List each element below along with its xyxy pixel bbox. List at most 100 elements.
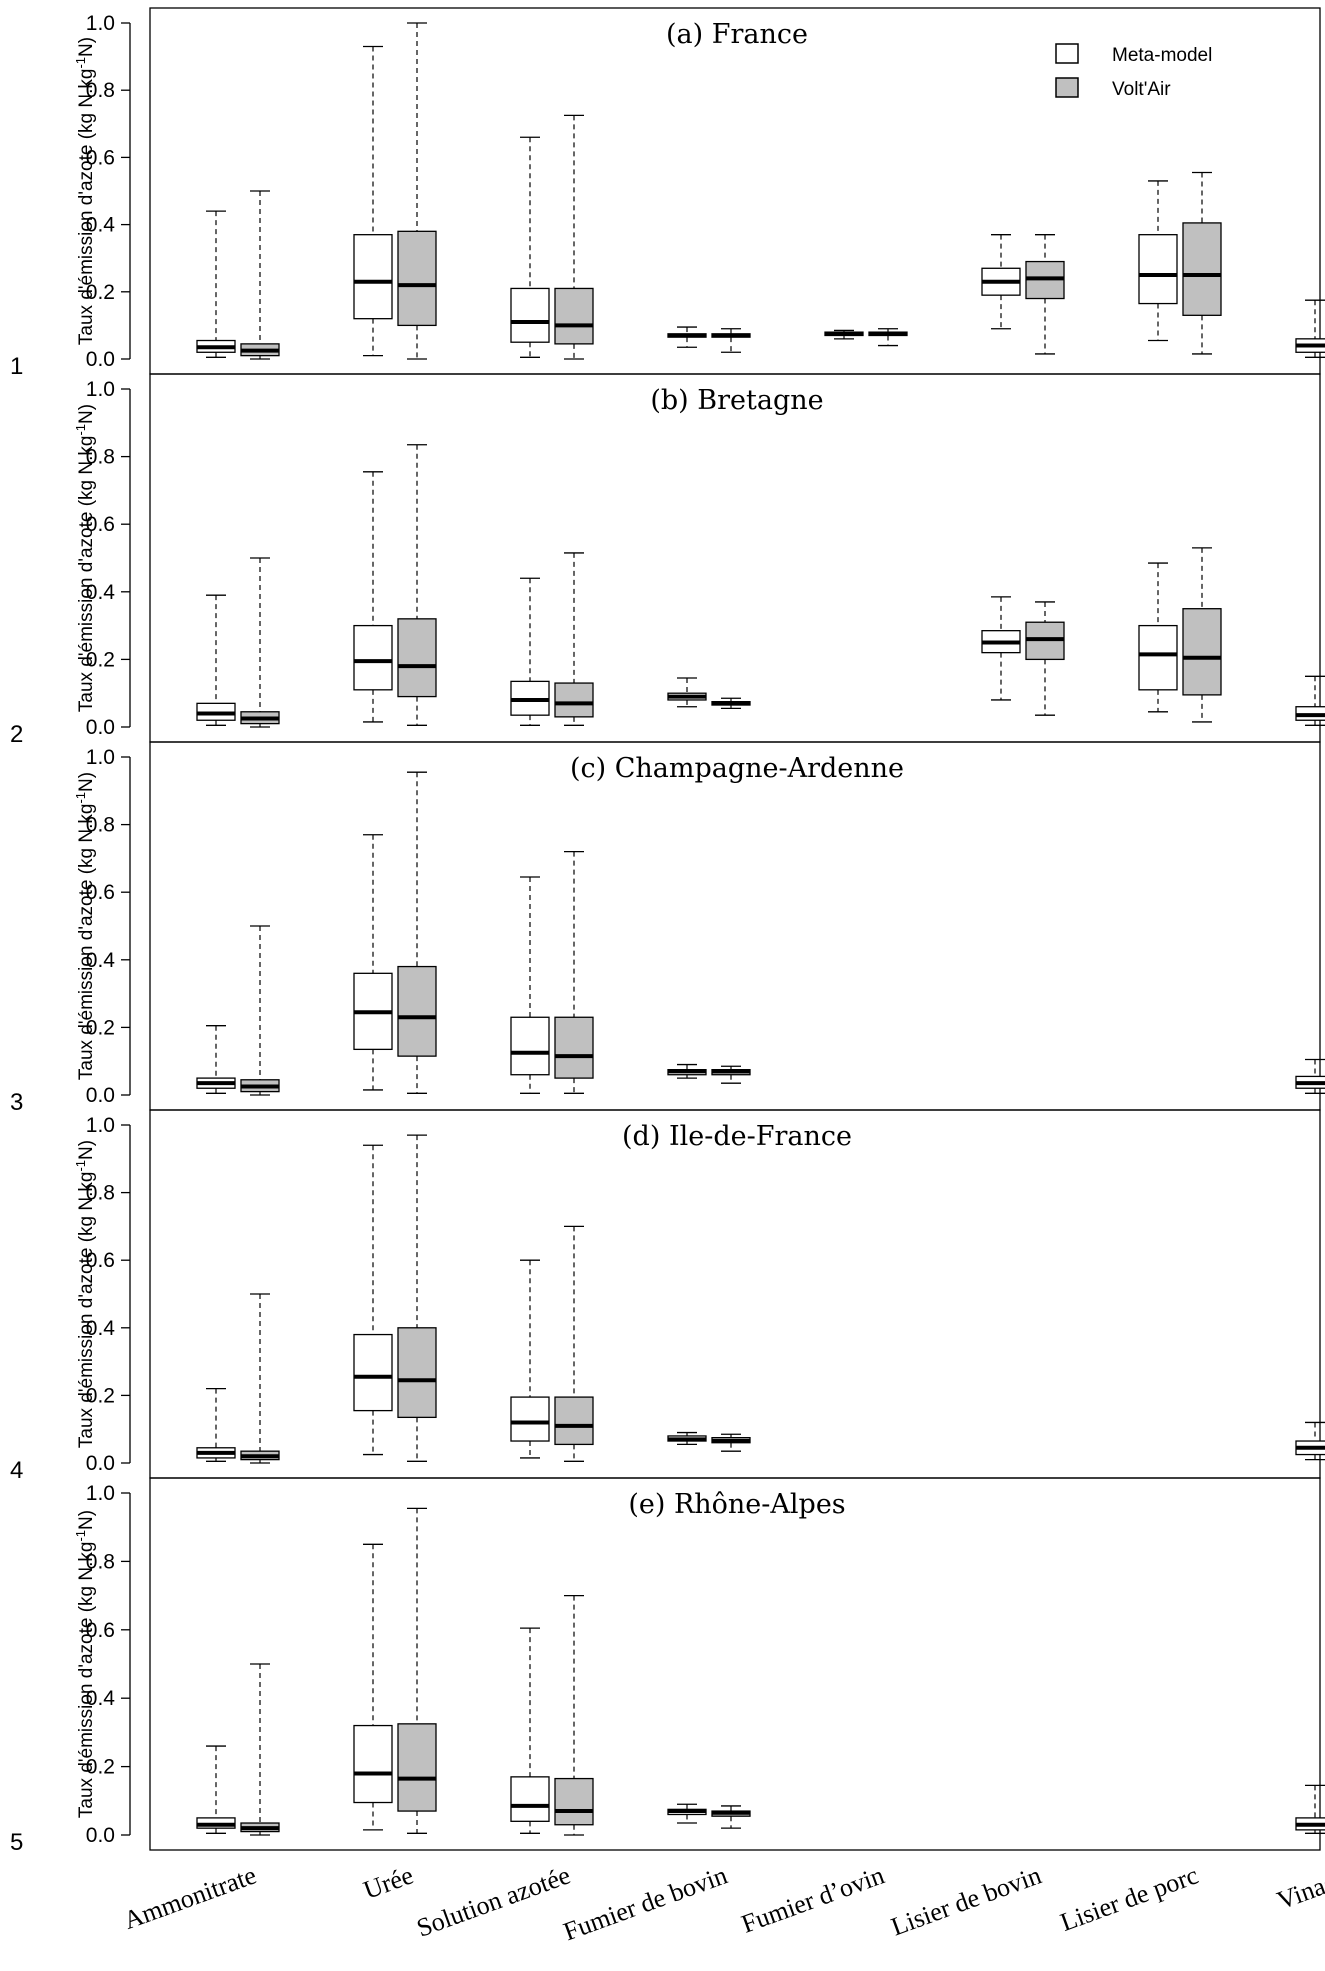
iqr-box <box>1182 222 1222 316</box>
category-label-6: Lisier de bovin <box>887 1860 1045 1941</box>
y-tick-label: 0.0 <box>86 1084 115 1107</box>
box-volt-air-4 <box>711 697 751 710</box>
iqr-box <box>554 1777 594 1826</box>
y-tick-label: 0.6 <box>86 513 115 536</box>
y-tick-label: 0.6 <box>86 1249 115 1272</box>
box-volt-air-4 <box>711 1805 751 1829</box>
panel-frame <box>149 1109 1321 1479</box>
iqr-box <box>353 624 393 691</box>
panel-title: (e) Rhône-Alpes <box>628 1489 845 1520</box>
box-meta-model-4 <box>667 1063 707 1079</box>
y-tick-label: 0.8 <box>86 446 115 469</box>
y-tick-label: 0.6 <box>86 1619 115 1642</box>
row-number-4: 4 <box>10 1457 23 1484</box>
box-meta-model-4 <box>667 326 707 348</box>
iqr-box <box>554 1396 594 1446</box>
y-tick-label: 0.4 <box>86 949 116 972</box>
panel-frame <box>149 1477 1321 1851</box>
box-volt-air-3 <box>554 850 594 1094</box>
box-meta-model-4 <box>667 1803 707 1824</box>
iqr-box <box>353 1333 393 1412</box>
box-meta-model-6 <box>981 234 1021 330</box>
panel-2: 0.0 0.2 0.4 0.6 0.8 1.0 Taux d'émission d'azot… <box>73 373 1325 743</box>
y-tick-label: 0.0 <box>86 1824 115 1847</box>
box-meta-model-1 <box>196 1745 236 1834</box>
row-number-1: 1 <box>10 353 23 380</box>
row-number-5: 5 <box>10 1829 23 1856</box>
legend: Meta-model Volt'Air <box>1055 43 1212 100</box>
box-volt-air-1 <box>240 557 280 728</box>
box-meta-model-7 <box>1138 180 1178 342</box>
y-tick-label: 1.0 <box>86 1114 115 1137</box>
box-meta-model-2 <box>353 1543 393 1831</box>
iqr-box <box>510 1396 550 1442</box>
box-volt-air-2 <box>397 444 437 726</box>
panel-title: (b) Bretagne <box>650 385 823 416</box>
box-meta-model-8 <box>1295 675 1325 726</box>
iqr-box <box>510 1776 550 1822</box>
y-tick-label: 0.2 <box>86 281 115 304</box>
y-tick-label: 1.0 <box>86 378 115 401</box>
y-tick-label: 0.4 <box>86 581 116 604</box>
box-meta-model-2 <box>353 471 393 723</box>
legend-label-meta-model: Meta-model <box>1112 45 1212 66</box>
box-meta-model-2 <box>353 834 393 1091</box>
legend-label-volt-air: Volt'Air <box>1112 79 1171 100</box>
panel-4: 0.0 0.2 0.4 0.6 0.8 1.0 Taux d'émission d'azot… <box>73 1109 1325 1479</box>
box-meta-model-8 <box>1295 299 1325 358</box>
y-tick-label: 0.0 <box>86 1452 115 1475</box>
iqr-box <box>397 965 437 1057</box>
box-volt-air-3 <box>554 1225 594 1462</box>
category-label-2: Urée <box>360 1860 417 1905</box>
box-meta-model-3 <box>510 1627 550 1834</box>
iqr-box <box>353 234 393 320</box>
box-meta-model-6 <box>981 596 1021 701</box>
box-volt-air-7 <box>1182 547 1222 723</box>
box-volt-air-1 <box>240 925 280 1096</box>
box-volt-air-2 <box>397 22 437 360</box>
y-tick-label: 1.0 <box>86 746 115 769</box>
box-meta-model-4 <box>667 677 707 708</box>
box-meta-model-1 <box>196 594 236 726</box>
y-tick-label: 0.0 <box>86 348 115 371</box>
iqr-box <box>353 1724 393 1804</box>
panel-title: (d) Ile-de-France <box>622 1121 852 1152</box>
iqr-box <box>397 1723 437 1812</box>
box-meta-model-7 <box>1138 562 1178 713</box>
y-tick-label: 0.2 <box>86 1384 115 1407</box>
legend-swatch-volt-air <box>1055 77 1079 98</box>
panel-title: (a) France <box>666 19 808 50</box>
box-volt-air-3 <box>554 114 594 360</box>
box-meta-model-8 <box>1295 1421 1325 1461</box>
box-volt-air-1 <box>240 1663 280 1836</box>
category-label-5: Fumier d’ovin <box>738 1860 888 1938</box>
y-tick-label: 0.0 <box>86 716 115 739</box>
iqr-box <box>554 1016 594 1079</box>
box-meta-model-5 <box>824 329 864 340</box>
y-axis-label: Taux d'émission d'azote (kg N.kg-1N) <box>73 1140 97 1448</box>
box-volt-air-3 <box>554 1594 594 1836</box>
category-label-3: Solution azotée <box>413 1860 574 1942</box>
category-label-4: Fumier de bovin <box>560 1860 731 1946</box>
box-volt-air-5 <box>868 328 908 347</box>
box-volt-air-6 <box>1025 234 1065 355</box>
row-number-3: 3 <box>10 1089 23 1116</box>
row-numbers: 1 2 3 4 5 <box>10 353 23 1856</box>
y-axis-label: Taux d'émission d'azote (kg N.kg-1N) <box>73 404 97 712</box>
box-volt-air-2 <box>397 771 437 1094</box>
box-volt-air-1 <box>240 190 280 360</box>
iqr-box <box>1182 608 1222 696</box>
y-axis-label: Taux d'émission d'azote (kg N.kg-1N) <box>73 772 97 1080</box>
panel-frame <box>149 741 1321 1111</box>
y-tick-label: 0.2 <box>86 1756 115 1779</box>
box-meta-model-8 <box>1295 1784 1325 1834</box>
y-tick-label: 0.8 <box>86 1550 115 1573</box>
box-volt-air-4 <box>711 328 751 353</box>
iqr-box <box>554 682 594 718</box>
box-volt-air-7 <box>1182 171 1222 355</box>
y-axis-label: Taux d'émission d'azote (kg N.kg-1N) <box>73 37 97 345</box>
y-tick-label: 1.0 <box>86 12 115 35</box>
box-volt-air-4 <box>711 1065 751 1084</box>
